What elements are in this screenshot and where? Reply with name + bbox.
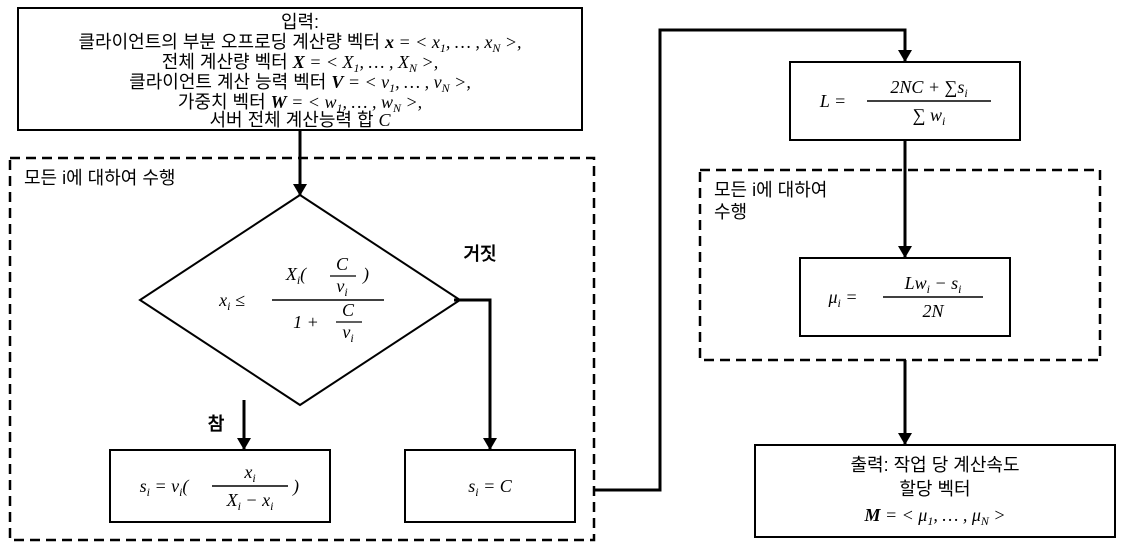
svg-text:거짓: 거짓 <box>463 244 496 264</box>
svg-text:참: 참 <box>208 414 225 434</box>
edge-1: 참 <box>208 400 251 450</box>
svg-text:Xi − xi: Xi − xi <box>226 490 274 513</box>
svg-text:2N: 2N <box>922 301 944 321</box>
svg-text:C: C <box>336 254 349 274</box>
svg-text:모든 i에 대하여 수행: 모든 i에 대하여 수행 <box>24 168 175 188</box>
edge-0 <box>293 130 307 196</box>
edge-2: 거짓 <box>454 244 497 450</box>
svg-text:C: C <box>342 300 355 320</box>
svg-text:∑ wi: ∑ wi <box>913 105 946 128</box>
svg-text:μi =: μi = <box>827 287 857 310</box>
svg-text:Lwi − si: Lwi − si <box>904 273 962 296</box>
svg-text:): ) <box>292 476 299 497</box>
input-box: 입력:클라이언트의 부분 오프로딩 계산량 벡터 x = < x1, … , x… <box>18 8 582 130</box>
svg-text:L =: L = <box>819 91 846 111</box>
svg-text:모든 i에 대하여: 모든 i에 대하여 <box>714 180 827 200</box>
l-box: L = 2NC + ∑si ∑ wi <box>790 62 1020 140</box>
svg-text:2NC + ∑si: 2NC + ∑si <box>890 77 967 100</box>
svg-text:xi ≤: xi ≤ <box>218 290 245 313</box>
s-true-box: si = vi(xiXi − xi) <box>110 450 330 522</box>
svg-text:Xi(: Xi( <box>285 264 307 287</box>
svg-text:할당 벡터: 할당 벡터 <box>899 479 970 499</box>
decision-diamond: xi ≤Xi(Cvi)1 +Cvi <box>140 195 460 405</box>
svg-text:): ) <box>362 264 369 285</box>
edge-4 <box>898 140 912 258</box>
svg-text:입력:: 입력: <box>281 12 319 32</box>
svg-text:수행: 수행 <box>714 202 747 222</box>
svg-text:출력: 작업 당 계산속도: 출력: 작업 당 계산속도 <box>850 455 1019 475</box>
svg-text:si = C: si = C <box>468 476 513 499</box>
svg-text:1 +: 1 + <box>293 312 319 332</box>
input-line-5: 서버 전체 계산능력 합 C <box>209 110 391 130</box>
edge-5 <box>898 360 912 445</box>
s-false-box: si = C <box>405 450 575 522</box>
mu-box: μi = Lwi − si 2N <box>800 258 1010 336</box>
output-box: 출력: 작업 당 계산속도할당 벡터M = < μ1, … , μN > <box>755 445 1115 537</box>
